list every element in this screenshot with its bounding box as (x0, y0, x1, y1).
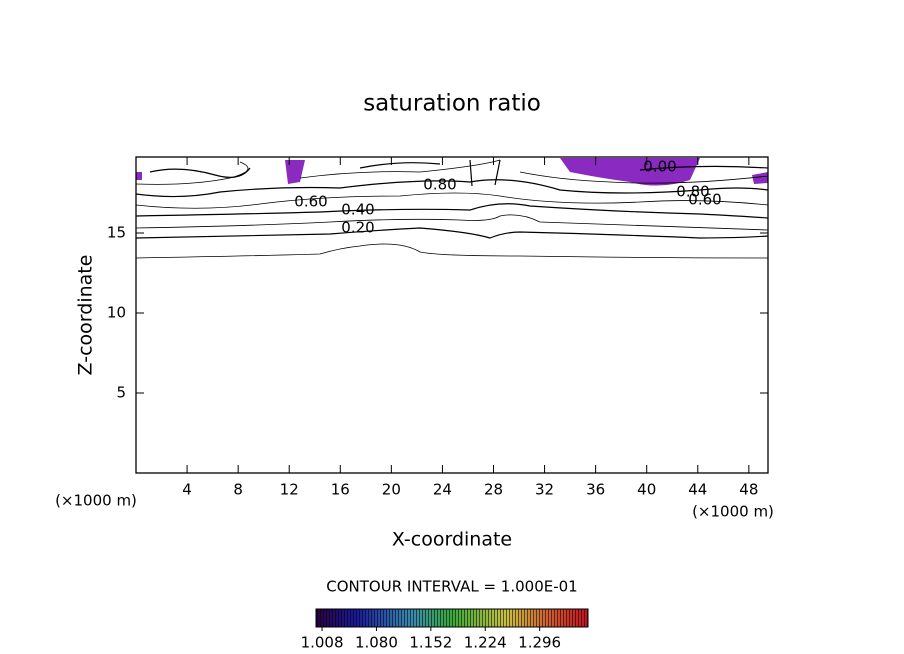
contour-field (136, 158, 768, 259)
x-tick-label: 48 (739, 481, 758, 499)
y-tick-label: 15 (107, 224, 126, 242)
colorbar-tick-label: 1.224 (464, 634, 507, 652)
x-tick-label: 8 (233, 481, 243, 499)
x-tick-label: 4 (182, 481, 192, 499)
plot-frame (135, 156, 769, 474)
contour-label: 0.60 (294, 193, 327, 211)
x-tick-label: 28 (484, 481, 503, 499)
x-tick-label: 20 (382, 481, 401, 499)
y-tick-label: 10 (107, 304, 126, 322)
contour-label: 0.00 (643, 158, 676, 176)
y-tick-label: 5 (116, 384, 126, 402)
contour-label: 0.20 (341, 219, 374, 237)
x-tick-label: 24 (433, 481, 452, 499)
colorbar-frame (315, 608, 589, 628)
colorbar-tick-label: 1.080 (355, 634, 398, 652)
contour-label: 0.60 (688, 191, 721, 209)
x-tick-label: 16 (331, 481, 350, 499)
contour-label: 0.40 (341, 201, 374, 219)
chart-title: saturation ratio (363, 91, 541, 117)
y-axis-label: Z-coordinate (75, 255, 97, 376)
x-tick-label: 44 (688, 481, 707, 499)
x-unit-label: (×1000 m) (55, 492, 137, 510)
x-tick-label: 12 (280, 481, 299, 499)
colorbar-tick-label: 1.152 (409, 634, 452, 652)
x-unit-label: (×1000 m) (692, 503, 774, 521)
colorbar-tick-label: 1.296 (518, 634, 561, 652)
x-tick-label: 40 (637, 481, 656, 499)
colorbar-tick-label: 1.008 (301, 634, 344, 652)
x-tick-label: 32 (535, 481, 554, 499)
x-tick-label: 36 (586, 481, 605, 499)
x-axis-label: X-coordinate (392, 529, 512, 551)
contour-interval: CONTOUR INTERVAL = 1.000E-01 (326, 578, 577, 596)
contour-label: 0.80 (423, 176, 456, 194)
contour-label: 0.80 (676, 183, 709, 201)
